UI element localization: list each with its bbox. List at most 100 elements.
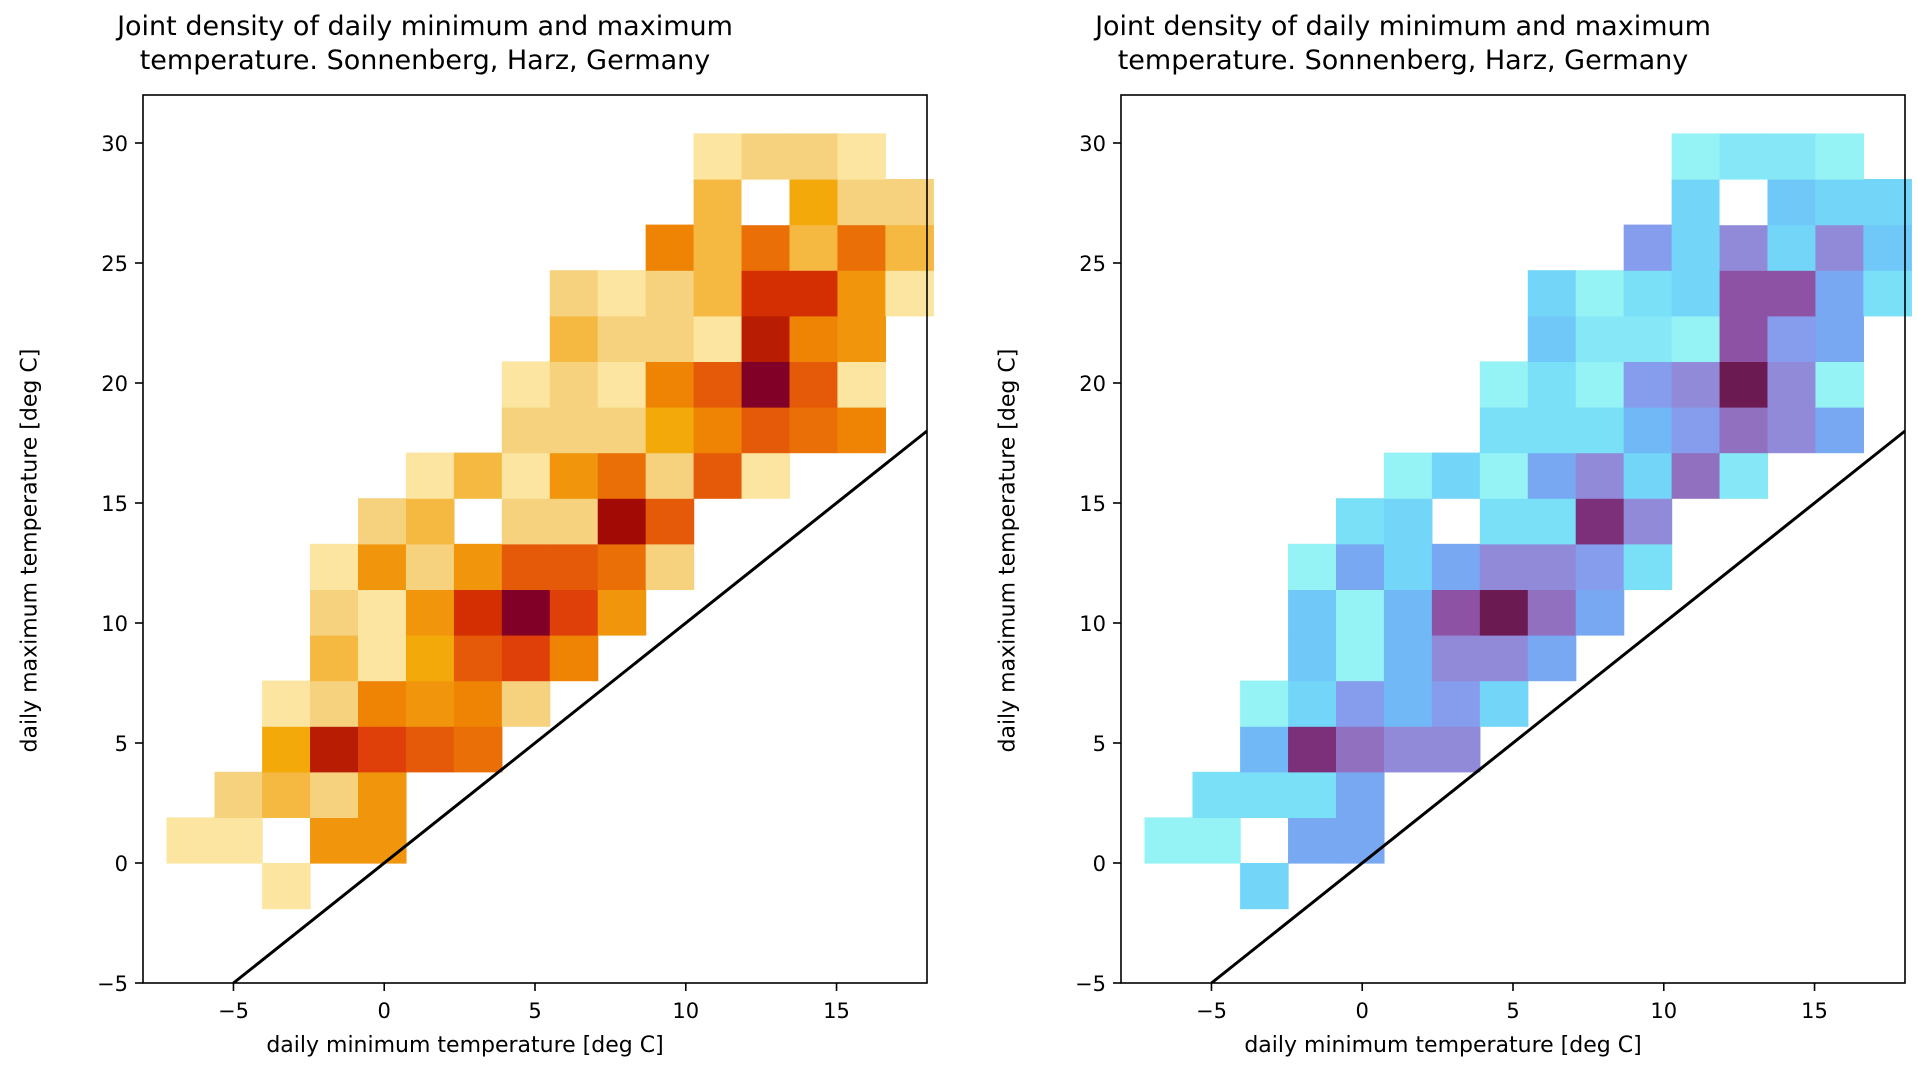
x-tick-label: −5 [218,999,249,1023]
x-tick-label: 15 [1801,999,1828,1023]
heatmap-cell [1240,863,1289,910]
heatmap-cell [405,543,455,590]
heatmap-cell [645,361,695,408]
heatmap-cell [549,315,599,362]
heatmap-cell [597,589,647,636]
heatmap-cell [1527,407,1577,454]
heatmap-cell [405,680,455,727]
heatmap-cell [741,270,791,317]
heatmap-cell [262,726,311,773]
heatmap-cell [549,498,599,545]
heatmap-cell [1623,361,1673,408]
heatmap-cell [1527,543,1577,590]
heatmap-cell [1479,498,1529,545]
heatmap-cell [501,680,551,727]
y-tick-label: 30 [1079,132,1106,156]
heatmap-cell [310,680,359,727]
left-heatmap: −5 0 5 10 15 −5 0 5 10 15 20 25 30 [97,94,934,1023]
heatmap-cell [1288,771,1337,818]
heatmap-cell [741,224,791,271]
heatmap-cell [1767,133,1817,180]
y-tick-label: 30 [101,132,128,156]
heatmap-cell [310,817,359,864]
y-tick-label: 10 [1079,612,1106,636]
heatmap-cell [501,361,551,408]
heatmap-cell [837,179,886,226]
heatmap-cell [1815,224,1864,271]
left-reference-line [232,429,927,983]
heatmap-cell [885,224,934,271]
heatmap-cell [214,771,263,818]
heatmap-cell [1815,407,1864,454]
heatmap-cell [693,407,743,454]
heatmap-cell [597,315,647,362]
heatmap-cell [1335,543,1385,590]
heatmap-cell [310,771,359,818]
heatmap-cell [1288,680,1337,727]
heatmap-cell [1383,680,1433,727]
heatmap-cell [405,726,455,773]
heatmap-cell [693,270,743,317]
heatmap-cell [1240,771,1289,818]
y-tick-label: 25 [101,252,128,276]
heatmap-cell [166,817,216,864]
heatmap-cell [1383,498,1433,545]
y-tick-label: −5 [97,972,128,996]
heatmap-cell [645,452,695,499]
heatmap-cell [1479,543,1529,590]
heatmap-cell [1335,680,1385,727]
heatmap-cell [1527,270,1577,317]
heatmap-cell [1288,589,1337,636]
heatmap-cell [1575,452,1625,499]
heatmap-cell [1288,543,1337,590]
heatmap-cell [1431,543,1481,590]
heatmap-cell [1767,224,1817,271]
heatmap-cell [1719,133,1769,180]
heatmap-cell [501,452,551,499]
heatmap-cell [1383,452,1433,499]
heatmap-cell [645,224,695,271]
y-tick-label: 5 [115,732,128,756]
heatmap-cell [1623,407,1673,454]
heatmap-cell [549,543,599,590]
heatmap-cell [789,179,839,226]
x-tick-label: 0 [1356,999,1369,1023]
heatmap-cell [1527,315,1577,362]
heatmap-cell [597,498,647,545]
heatmap-cell [837,361,886,408]
heatmap-cell [1479,589,1529,636]
heatmap-cell [1192,771,1241,818]
heatmap-cell [597,407,647,454]
heatmap-cell [837,315,886,362]
left-heatmap-cells [166,133,934,910]
heatmap-cell [1288,726,1337,773]
heatmap-cell [357,498,407,545]
heatmap-cell [741,361,791,408]
heatmap-cell [837,224,886,271]
y-tick-label: 15 [1079,492,1106,516]
heatmap-cell [1431,680,1481,727]
left-title-line2: temperature. Sonnenberg, Harz, Germany [139,45,711,76]
heatmap-cell [1335,589,1385,636]
heatmap-cell [1719,224,1769,271]
heatmap-cell [1767,407,1817,454]
heatmap-cell [1671,361,1721,408]
heatmap-cell [453,452,503,499]
heatmap-cell [1144,817,1194,864]
left-x-axis-label: daily minimum temperature [deg C] [266,1033,664,1058]
heatmap-cell [1671,224,1721,271]
heatmap-cell [310,589,359,636]
heatmap-cell [1575,543,1625,590]
heatmap-cell [693,361,743,408]
heatmap-cell [453,635,503,682]
heatmap-cell [405,635,455,682]
y-tick-label: 20 [101,372,128,396]
x-tick-label: 0 [378,999,391,1023]
heatmap-cell [1527,452,1577,499]
x-tick-label: 5 [1506,999,1519,1023]
heatmap-cell [789,315,839,362]
heatmap-cell [1623,315,1673,362]
heatmap-cell [597,543,647,590]
heatmap-cell [1863,224,1912,271]
heatmap-cell [789,361,839,408]
